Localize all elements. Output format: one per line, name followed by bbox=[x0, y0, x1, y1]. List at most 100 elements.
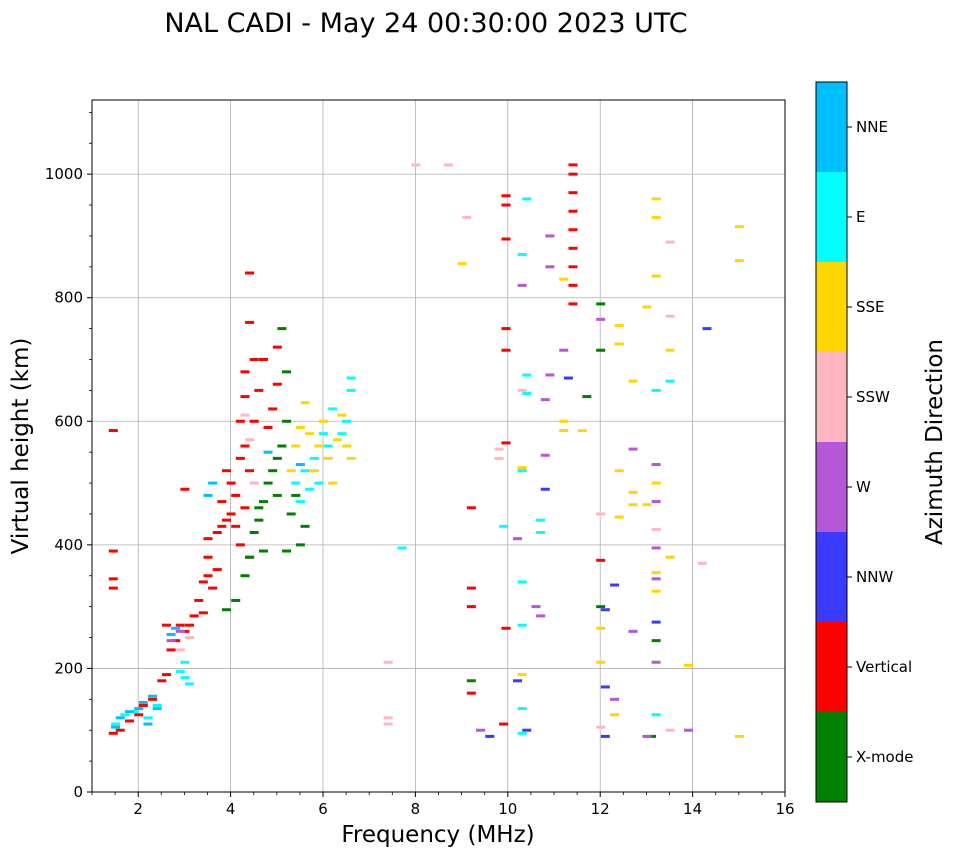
data-point-ssw bbox=[245, 438, 255, 442]
data-point-sse bbox=[596, 626, 606, 630]
data-point-vertical bbox=[212, 568, 222, 572]
data-point-vertical bbox=[185, 623, 195, 627]
data-point-vertical bbox=[272, 345, 282, 349]
data-point-nnw bbox=[600, 734, 610, 738]
data-point-vertical bbox=[568, 302, 578, 306]
data-point-vertical bbox=[466, 586, 476, 590]
colorbar-swatch bbox=[816, 82, 847, 172]
data-point-e bbox=[175, 670, 185, 674]
data-point-vertical bbox=[203, 555, 213, 559]
data-point-x-mode bbox=[300, 524, 310, 528]
data-point-ssw bbox=[175, 648, 185, 652]
data-point-sse bbox=[559, 419, 569, 423]
data-point-w bbox=[166, 639, 176, 643]
data-point-x-mode bbox=[258, 549, 268, 553]
colorbar-tick-label: X-mode bbox=[856, 748, 913, 766]
data-point-e bbox=[517, 252, 527, 256]
data-point-vertical bbox=[108, 577, 118, 581]
data-point-ssw bbox=[240, 413, 250, 417]
data-point-sse bbox=[628, 379, 638, 383]
y-axis-ticks: 0 200 400 600 800 1000 bbox=[45, 111, 92, 801]
x-tick-label: 8 bbox=[411, 800, 421, 818]
data-point-sse bbox=[683, 663, 693, 667]
data-point-vertical bbox=[235, 543, 245, 547]
data-points bbox=[108, 163, 744, 738]
data-point-w bbox=[651, 577, 661, 581]
data-point-e bbox=[536, 518, 546, 522]
data-point-vertical bbox=[240, 395, 250, 399]
data-point-sse bbox=[559, 429, 569, 433]
data-point-sse bbox=[651, 481, 661, 485]
data-point-sse bbox=[665, 348, 675, 352]
data-point-sse bbox=[300, 401, 310, 405]
y-tick-label: 0 bbox=[73, 783, 83, 801]
data-point-vertical bbox=[568, 209, 578, 213]
data-point-w bbox=[596, 317, 606, 321]
y-axis-label: Virtual height (km) bbox=[8, 338, 34, 555]
y-tick-label: 800 bbox=[54, 289, 83, 307]
colorbar-swatch bbox=[816, 532, 847, 622]
data-point-vertical bbox=[258, 358, 268, 361]
data-point-e bbox=[300, 469, 310, 473]
data-point-e bbox=[337, 432, 347, 436]
data-point-x-mode bbox=[254, 518, 264, 522]
data-point-vertical bbox=[466, 506, 476, 510]
y-tick-label: 400 bbox=[54, 536, 83, 554]
data-point-sse bbox=[614, 324, 624, 328]
data-point-vertical bbox=[171, 639, 181, 643]
data-point-vertical bbox=[203, 574, 213, 578]
data-point-e bbox=[517, 469, 527, 473]
data-point-x-mode bbox=[268, 469, 278, 473]
data-point-vertical bbox=[501, 327, 511, 331]
data-point-vertical bbox=[501, 441, 511, 445]
data-point-x-mode bbox=[254, 506, 264, 510]
data-point-x-mode bbox=[231, 598, 241, 602]
data-point-sse bbox=[651, 215, 661, 219]
data-point-ssw bbox=[494, 456, 504, 460]
data-point-x-mode bbox=[466, 679, 476, 683]
data-point-w bbox=[559, 348, 569, 352]
data-point-e bbox=[517, 707, 527, 711]
data-point-vertical bbox=[212, 531, 222, 534]
data-point-x-mode bbox=[258, 500, 268, 504]
data-point-vertical bbox=[203, 537, 213, 541]
data-point-vertical bbox=[245, 320, 255, 324]
data-point-ssw bbox=[383, 716, 393, 720]
data-point-sse bbox=[291, 444, 301, 448]
data-point-nne bbox=[171, 626, 181, 630]
data-point-nnw bbox=[600, 608, 610, 612]
data-point-x-mode bbox=[596, 302, 606, 306]
data-point-sse bbox=[319, 419, 328, 423]
data-point-vertical bbox=[466, 605, 476, 609]
data-point-x-mode bbox=[272, 456, 282, 460]
data-point-vertical bbox=[501, 348, 511, 352]
data-point-vertical bbox=[226, 481, 236, 485]
data-point-x-mode bbox=[582, 395, 592, 399]
data-point-vertical bbox=[115, 728, 125, 732]
data-point-sse bbox=[323, 456, 333, 460]
data-point-e bbox=[143, 716, 153, 720]
data-point-ssw bbox=[697, 561, 707, 565]
data-point-e bbox=[152, 704, 162, 707]
data-point-nne bbox=[111, 725, 121, 729]
data-point-nnw bbox=[513, 679, 523, 683]
data-point-e bbox=[522, 391, 532, 395]
data-point-vertical bbox=[501, 203, 511, 207]
x-tick-label: 12 bbox=[591, 800, 610, 818]
data-point-e bbox=[323, 444, 333, 448]
data-point-ssw bbox=[411, 163, 421, 167]
data-point-vertical bbox=[499, 722, 509, 726]
data-point-sse bbox=[651, 571, 661, 575]
data-point-ssw bbox=[443, 163, 453, 167]
data-point-vertical bbox=[194, 598, 204, 602]
data-point-w bbox=[610, 697, 620, 701]
data-point-vertical bbox=[568, 172, 578, 176]
data-point-vertical bbox=[180, 487, 190, 491]
data-point-w bbox=[651, 500, 661, 504]
data-point-nne bbox=[166, 632, 176, 636]
data-point-vertical bbox=[268, 407, 278, 411]
data-point-vertical bbox=[148, 697, 158, 701]
data-point-e bbox=[651, 713, 661, 717]
data-point-x-mode bbox=[282, 419, 292, 423]
data-point-x-mode bbox=[263, 481, 273, 485]
